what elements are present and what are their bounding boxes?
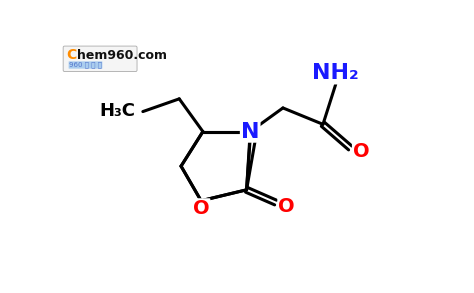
Text: hem960.com: hem960.com bbox=[77, 49, 167, 62]
Text: NH₂: NH₂ bbox=[312, 63, 359, 84]
Text: O: O bbox=[353, 142, 370, 161]
Text: C: C bbox=[66, 48, 77, 62]
Text: O: O bbox=[278, 197, 295, 216]
Text: 960 化 工 网: 960 化 工 网 bbox=[69, 62, 102, 68]
Text: O: O bbox=[193, 199, 210, 218]
Text: H₃C: H₃C bbox=[100, 102, 136, 120]
Text: N: N bbox=[241, 122, 259, 142]
FancyBboxPatch shape bbox=[63, 46, 137, 71]
